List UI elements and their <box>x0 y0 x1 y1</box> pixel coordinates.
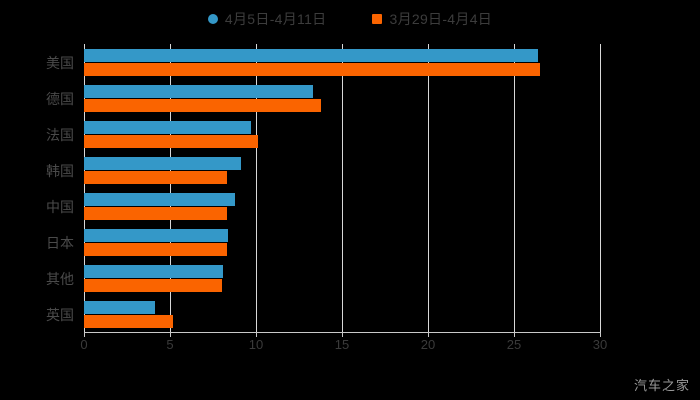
bar[interactable] <box>84 63 540 76</box>
legend-label: 4月5日-4月11日 <box>224 11 327 27</box>
y-axis-label: 英国 <box>46 307 74 323</box>
bar-group <box>84 157 600 184</box>
x-axis-tick-label: 20 <box>420 337 436 352</box>
x-axis-tick <box>170 332 171 337</box>
bar-group <box>84 85 600 112</box>
x-axis-tick-label: 30 <box>592 337 608 352</box>
legend-label: 3月29日-4月4日 <box>389 11 493 27</box>
gridline-0 <box>84 44 85 332</box>
y-axis-label: 法国 <box>46 127 74 143</box>
x-axis-tick <box>84 332 85 337</box>
x-axis-tick <box>600 332 601 337</box>
x-axis-tick-label: 10 <box>248 337 264 352</box>
y-axis-category-labels: 美国德国法国韩国中国日本其他英国 <box>0 44 84 332</box>
gridline-10 <box>256 44 257 332</box>
bar[interactable] <box>84 121 251 134</box>
y-axis-label: 美国 <box>46 55 74 71</box>
x-axis-tick-label: 0 <box>80 337 88 352</box>
x-axis-tick-label: 5 <box>166 337 174 352</box>
legend-swatch-square-icon <box>372 14 383 24</box>
bar-group <box>84 265 600 292</box>
bar-group <box>84 49 600 76</box>
bar[interactable] <box>84 193 236 206</box>
bar[interactable] <box>84 243 227 256</box>
chart-legend: 4月5日-4月11日 3月29日-4月4日 <box>0 8 700 30</box>
bar[interactable] <box>84 49 539 62</box>
x-axis-tick-label: 25 <box>506 337 522 352</box>
watermark: 汽车之家 <box>633 378 690 393</box>
bar[interactable] <box>84 207 227 220</box>
x-axis-tick <box>514 332 515 337</box>
bar[interactable] <box>84 265 224 278</box>
bar[interactable] <box>84 315 174 328</box>
gridline-30 <box>600 44 601 332</box>
bar[interactable] <box>84 171 227 184</box>
bar[interactable] <box>84 279 222 292</box>
gridline-25 <box>514 44 515 332</box>
x-axis-tick <box>428 332 429 337</box>
x-axis-tick <box>256 332 257 337</box>
bar[interactable] <box>84 99 322 112</box>
x-axis-tick-label: 15 <box>334 337 350 352</box>
bar-group <box>84 229 600 256</box>
y-axis-label: 日本 <box>46 235 74 251</box>
gridline-15 <box>342 44 343 332</box>
legend-item-0[interactable]: 4月5日-4月11日 <box>207 11 327 27</box>
bar[interactable] <box>84 157 241 170</box>
plot-area <box>84 44 601 332</box>
legend-swatch-circle-icon <box>207 14 218 24</box>
bar-group <box>84 193 600 220</box>
bar-group <box>84 301 600 328</box>
bar[interactable] <box>84 229 229 242</box>
gridline-20 <box>428 44 429 332</box>
y-axis-label: 中国 <box>46 199 74 215</box>
gridline-5 <box>170 44 171 332</box>
bar[interactable] <box>84 135 258 148</box>
y-axis-label: 其他 <box>46 271 74 287</box>
bar[interactable] <box>84 301 155 314</box>
y-axis-label: 德国 <box>46 91 74 107</box>
legend-item-1[interactable]: 3月29日-4月4日 <box>372 12 492 26</box>
y-axis-label: 韩国 <box>46 163 74 179</box>
bar-group <box>84 121 600 148</box>
bar[interactable] <box>84 85 313 98</box>
x-axis-tick <box>342 332 343 337</box>
